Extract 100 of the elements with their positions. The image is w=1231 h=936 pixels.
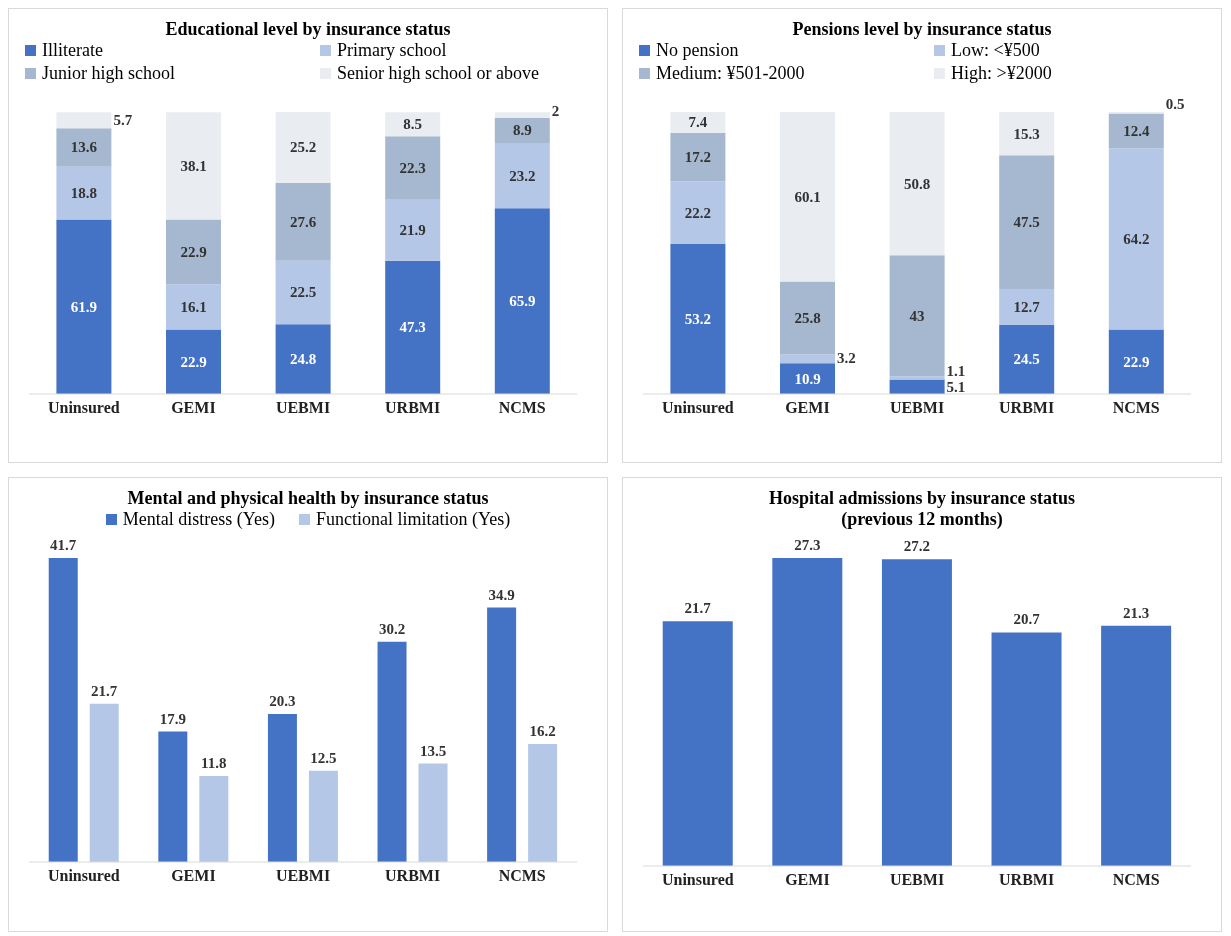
data-label: 1.1 <box>946 363 966 380</box>
data-label: 34.9 <box>488 586 515 603</box>
data-label: 22.9 <box>180 353 207 370</box>
data-label: 22.9 <box>180 243 207 260</box>
legend-label: High: >¥2000 <box>951 63 1052 84</box>
data-label: 47.5 <box>1013 214 1040 231</box>
data-label: 10.9 <box>794 370 821 387</box>
data-label: 16.2 <box>529 722 556 739</box>
data-label: 22.5 <box>289 284 317 301</box>
bar <box>56 166 112 220</box>
data-label: 21.7 <box>684 600 712 617</box>
bar <box>166 329 221 394</box>
bar <box>1101 625 1172 866</box>
bar <box>494 208 550 394</box>
bar <box>89 703 119 862</box>
bar <box>889 376 945 380</box>
data-label: 22.2 <box>684 204 712 221</box>
bar <box>494 117 550 143</box>
bar <box>670 132 726 182</box>
data-label: 41.7 <box>50 537 77 553</box>
data-label: 3.2 <box>837 349 856 366</box>
data-label: 53.2 <box>684 310 712 327</box>
bar <box>772 558 843 866</box>
x-tick-label: UEBMI <box>275 399 331 417</box>
bar <box>881 559 952 866</box>
bar <box>1108 148 1164 330</box>
data-label: 50.8 <box>903 175 931 192</box>
bar <box>1108 329 1164 394</box>
data-label: 65.9 <box>509 293 536 310</box>
chart-title: Hospital admissions by insurance status (previous 12 months) <box>767 488 1077 530</box>
x-tick-label: UEBMI <box>889 399 945 417</box>
bar <box>56 112 112 129</box>
x-tick-label: URBMI <box>385 399 441 417</box>
x-tick-label: GEMI <box>171 399 216 417</box>
bar <box>166 284 221 330</box>
data-label: 12.5 <box>310 749 337 766</box>
data-label: 7.4 <box>688 114 708 131</box>
data-label: 21.9 <box>399 221 426 238</box>
x-tick-label: Uninsured <box>47 399 120 417</box>
x-tick-label: NCMS <box>1112 871 1160 889</box>
data-label: 61.9 <box>70 298 98 315</box>
bar <box>385 136 441 200</box>
x-tick-label: GEMI <box>171 867 216 885</box>
bar <box>999 112 1055 156</box>
data-label: 27.3 <box>794 537 821 553</box>
data-label: 13.5 <box>419 742 447 759</box>
data-label: 38.1 <box>180 157 207 174</box>
bar <box>158 731 188 862</box>
x-tick-label: NCMS <box>498 399 546 417</box>
x-tick-label: URBMI <box>999 399 1055 417</box>
bar <box>385 199 441 261</box>
bar <box>166 219 221 285</box>
x-tick-label: GEMI <box>785 399 830 417</box>
bar <box>308 770 338 862</box>
bar <box>780 354 835 364</box>
data-label: 24.5 <box>1013 351 1040 368</box>
data-label: 16.1 <box>180 298 207 315</box>
data-label: 20.3 <box>269 693 296 710</box>
data-label: 47.3 <box>399 319 426 336</box>
bar <box>670 243 726 394</box>
bar <box>999 289 1055 325</box>
data-label: 20.7 <box>1013 611 1041 628</box>
legend-label: No pension <box>656 40 739 61</box>
x-tick-label: UEBMI <box>889 871 945 889</box>
data-label: 13.6 <box>70 139 98 156</box>
data-label: 25.8 <box>794 309 821 326</box>
chart-title: Educational level by insurance status <box>164 19 452 40</box>
data-label: 5.7 <box>113 112 133 129</box>
bar <box>670 181 726 244</box>
data-label: 0.5 <box>1165 96 1185 113</box>
x-tick-label: NCMS <box>1112 399 1160 417</box>
bar <box>385 112 441 137</box>
bar <box>662 621 733 866</box>
x-tick-label: NCMS <box>498 867 546 885</box>
bar <box>275 112 331 183</box>
x-tick-label: URBMI <box>999 871 1055 889</box>
data-label: 43 <box>909 307 925 324</box>
data-label: 15.3 <box>1013 125 1040 142</box>
legend-label: Illiterate <box>42 40 103 61</box>
data-label: 21.3 <box>1123 604 1150 621</box>
bar <box>889 379 945 394</box>
x-tick-label: UEBMI <box>275 867 331 885</box>
legend-label: Mental distress (Yes) <box>122 509 275 530</box>
bar <box>166 112 221 220</box>
data-label: 8.9 <box>512 122 532 139</box>
bar <box>199 775 229 862</box>
bar <box>487 607 517 862</box>
data-label: 30.2 <box>378 620 406 637</box>
chart-title: Mental and physical health by insurance status <box>126 488 490 509</box>
legend-label: Senior high school or above <box>337 63 539 84</box>
data-label: 11.8 <box>201 754 227 771</box>
data-label: 25.2 <box>289 139 317 156</box>
bar <box>267 714 297 862</box>
bar <box>670 112 726 133</box>
data-label: 22.3 <box>399 159 426 176</box>
bar <box>275 324 331 394</box>
x-tick-label: Uninsured <box>47 867 120 885</box>
bar <box>377 641 407 862</box>
bar <box>999 155 1055 290</box>
data-label: 12.7 <box>1013 299 1041 315</box>
